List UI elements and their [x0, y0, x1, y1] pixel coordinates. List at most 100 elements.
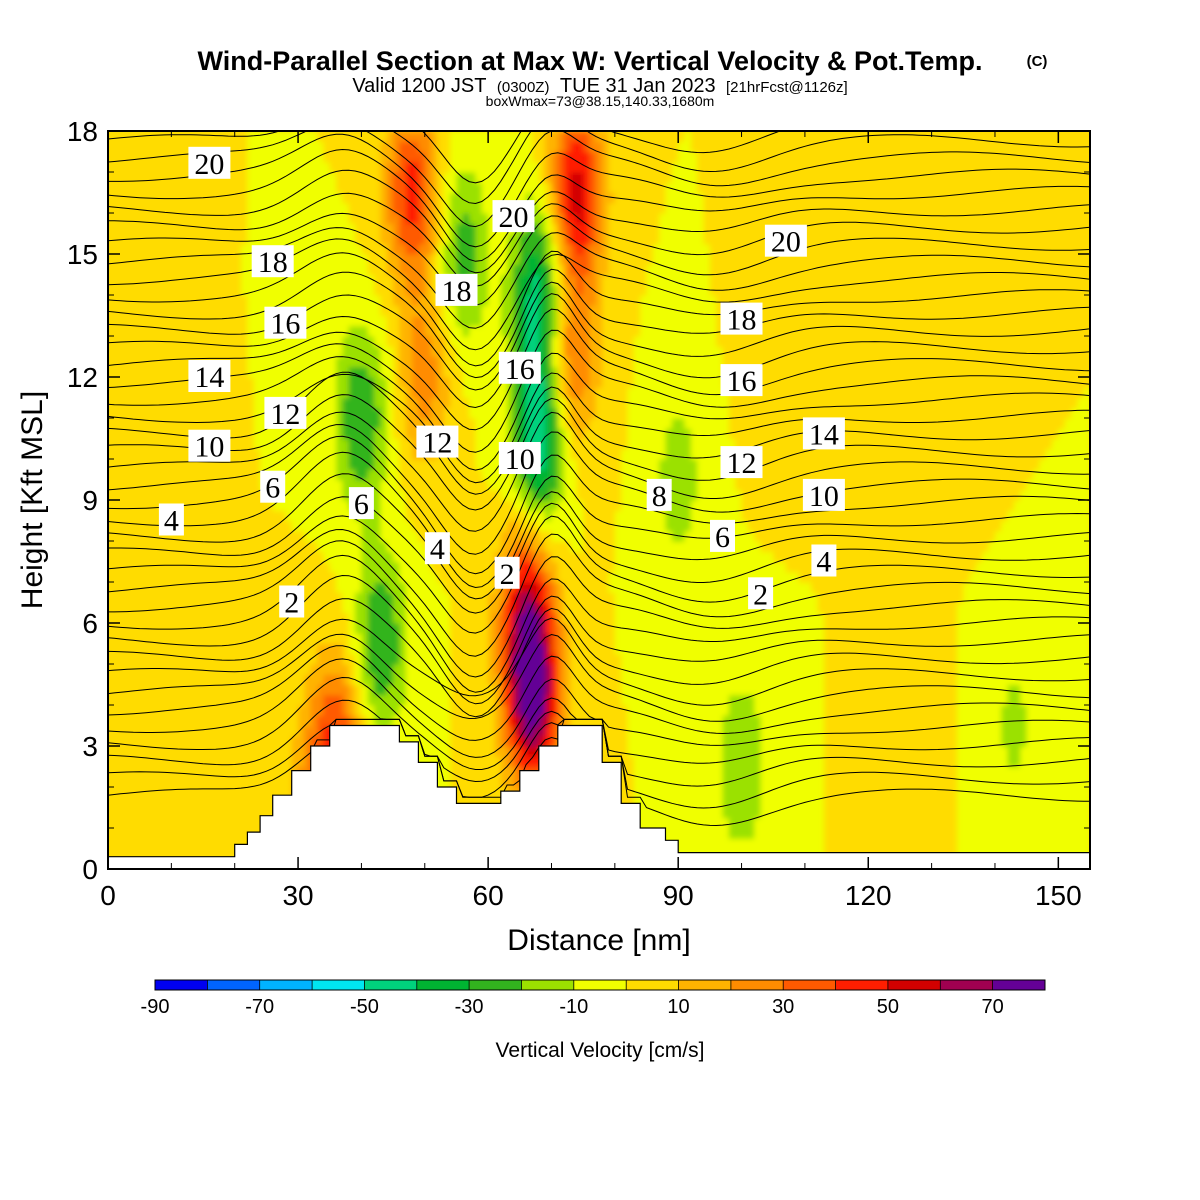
velocity-cell: [380, 633, 388, 645]
velocity-cell: [266, 541, 274, 552]
velocity-cell: [190, 305, 198, 317]
velocity-cell: [526, 407, 533, 419]
velocity-cell: [177, 141, 185, 153]
velocity-cell: [304, 715, 312, 727]
velocity-cell: [462, 346, 470, 358]
velocity-cell: [374, 346, 381, 358]
velocity-cell: [500, 274, 508, 286]
velocity-cell: [241, 315, 248, 327]
velocity-cell: [342, 623, 350, 634]
velocity-cell: [279, 182, 286, 194]
velocity-cell: [412, 141, 419, 153]
velocity-cell: [222, 756, 229, 768]
velocity-cell: [304, 643, 312, 655]
velocity-cell: [165, 243, 172, 255]
velocity-cell: [158, 233, 166, 245]
velocity-cell: [203, 797, 210, 809]
velocity-cell: [114, 756, 122, 768]
velocity-cell: [329, 243, 337, 255]
velocity-cell: [196, 766, 204, 778]
velocity-cell: [177, 161, 185, 173]
velocity-cell: [437, 418, 445, 429]
velocity-cell: [108, 797, 115, 809]
velocity-cell: [158, 756, 166, 768]
velocity-cell: [127, 448, 134, 460]
velocity-cell: [260, 377, 267, 388]
velocity-cell: [367, 612, 375, 624]
velocity-cell: [386, 438, 394, 450]
velocity-cell: [222, 387, 229, 399]
velocity-cell: [526, 161, 533, 173]
velocity-cell: [513, 725, 521, 737]
velocity-cell: [386, 541, 394, 552]
velocity-cell: [513, 428, 521, 440]
velocity-cell: [120, 674, 128, 686]
velocity-cell: [494, 397, 502, 409]
velocity-cell: [203, 459, 210, 470]
velocity-cell: [399, 264, 407, 276]
velocity-cell: [120, 172, 128, 183]
velocity-cell: [329, 366, 337, 378]
velocity-cell: [133, 828, 141, 839]
velocity-cell: [222, 510, 229, 522]
velocity-cell: [215, 510, 223, 522]
velocity-cell: [158, 592, 166, 604]
velocity-cell: [228, 407, 236, 419]
velocity-cell: [285, 233, 293, 245]
velocity-cell: [209, 725, 217, 737]
velocity-cell: [329, 551, 337, 563]
velocity-cell: [450, 571, 457, 583]
velocity-cell: [475, 479, 483, 491]
velocity-cell: [158, 356, 166, 368]
velocity-cell: [272, 571, 280, 583]
velocity-cell: [184, 561, 191, 573]
velocity-cell: [424, 387, 432, 399]
velocity-cell: [133, 264, 141, 276]
velocity-cell: [431, 684, 438, 696]
velocity-cell: [146, 623, 153, 634]
velocity-cell: [488, 725, 495, 737]
velocity-cell: [291, 530, 299, 542]
velocity-cell: [158, 807, 166, 819]
velocity-cell: [228, 172, 236, 183]
velocity-cell: [108, 315, 115, 327]
velocity-cell: [405, 448, 413, 460]
velocity-cell: [190, 530, 198, 542]
velocity-cell: [488, 161, 495, 173]
velocity-cell: [127, 612, 134, 624]
velocity-cell: [424, 653, 432, 665]
velocity-cell: [507, 715, 514, 727]
velocity-cell: [114, 715, 122, 727]
velocity-cell: [127, 202, 134, 214]
velocity-cell: [317, 284, 324, 296]
velocity-cell: [171, 305, 179, 317]
velocity-cell: [513, 407, 521, 419]
velocity-cell: [253, 336, 261, 347]
velocity-cell: [361, 274, 369, 286]
velocity-cell: [323, 469, 331, 481]
velocity-cell: [152, 428, 160, 440]
velocity-cell: [399, 448, 407, 460]
velocity-cell: [500, 325, 508, 337]
velocity-cell: [526, 284, 533, 296]
velocity-cell: [405, 684, 413, 696]
velocity-cell: [260, 346, 267, 358]
velocity-cell: [475, 725, 483, 737]
velocity-cell: [165, 735, 172, 747]
velocity-cell: [526, 602, 533, 614]
velocity-cell: [146, 602, 153, 614]
velocity-cell: [133, 776, 141, 788]
velocity-cell: [317, 602, 324, 614]
velocity-cell: [241, 325, 248, 337]
velocity-cell: [329, 202, 337, 214]
velocity-cell: [260, 684, 267, 696]
velocity-cell: [367, 571, 375, 583]
velocity-cell: [310, 653, 318, 665]
velocity-cell: [272, 223, 280, 235]
velocity-cell: [494, 489, 502, 501]
velocity-cell: [165, 407, 172, 419]
velocity-cell: [279, 500, 286, 511]
velocity-cell: [393, 172, 400, 183]
velocity-cell: [234, 438, 242, 450]
velocity-cell: [469, 397, 476, 409]
